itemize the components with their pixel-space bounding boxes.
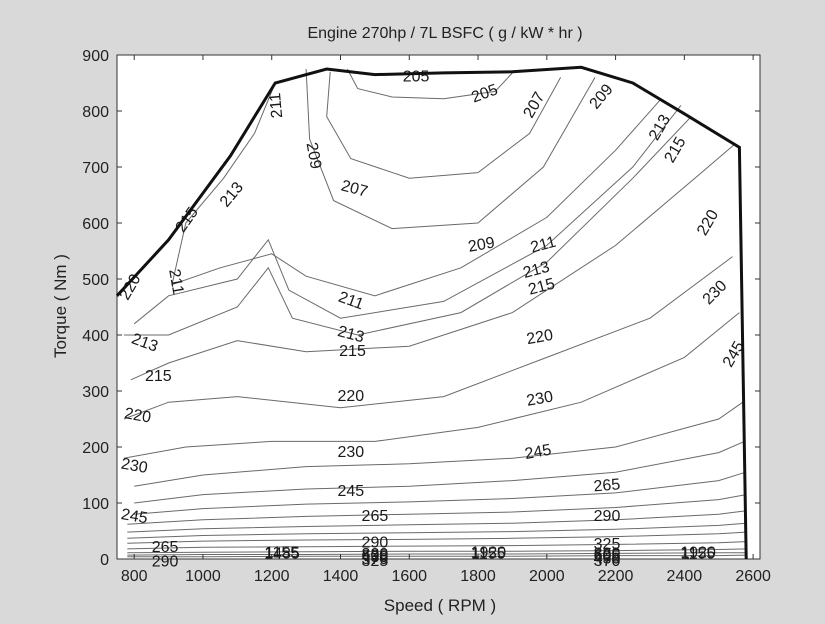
contour-lines	[123, 68, 747, 558]
x-tick-label: 1400	[323, 568, 359, 585]
contour-label: 245	[120, 506, 149, 527]
y-tick-label: 0	[100, 552, 109, 569]
contour-label: 230	[120, 456, 149, 477]
x-tick-label: 1200	[254, 568, 290, 585]
x-tick-label: 1800	[460, 568, 496, 585]
contour-line-213	[133, 105, 682, 325]
contour-label: 605	[362, 548, 389, 565]
contour-label: 605	[594, 547, 621, 564]
contour-label: 220	[525, 327, 554, 348]
contour-label: 430	[594, 551, 621, 568]
contour-label: 209	[467, 234, 496, 255]
contour-line-215	[123, 116, 692, 336]
x-tick-label: 2000	[529, 568, 565, 585]
contour-line-370	[127, 494, 747, 525]
contour-label: 505	[594, 548, 621, 565]
contour-label: 213	[336, 323, 366, 346]
contour-label: 211	[267, 92, 286, 119]
contour-label: 215	[145, 368, 172, 385]
x-tick-label: 1600	[391, 568, 427, 585]
contour-line-1485	[127, 552, 747, 556]
y-tick-label: 900	[82, 48, 109, 65]
y-tick-label: 200	[82, 440, 109, 457]
contour-label: 370	[362, 551, 389, 568]
y-axis-ticks: 0 100 200 300 400 500 600 700 800 900	[82, 48, 760, 569]
x-tick-label: 2200	[598, 568, 634, 585]
contour-label: 820	[594, 545, 621, 562]
contour-label: 207	[339, 177, 369, 200]
contour-label: 290	[152, 554, 179, 571]
contour-label: 230	[337, 444, 364, 461]
contour-line-1155	[127, 548, 747, 554]
contour-line-290	[134, 440, 745, 504]
plot-area	[116, 54, 761, 560]
contour-label: 211	[529, 234, 558, 257]
contour-label: 1485	[264, 545, 300, 562]
contour-line-209	[305, 68, 596, 230]
y-tick-label: 400	[82, 328, 109, 345]
contour-label: 230	[525, 388, 554, 409]
contour-line-325	[134, 471, 746, 515]
contour-label: 215	[339, 343, 366, 360]
contour-label: 1920	[680, 544, 716, 561]
max-torque-curve	[115, 65, 748, 560]
contour-label: 245	[524, 442, 553, 463]
x-axis-ticks: 800 1000 1200 1400 1600 1800 2000 2200 2400 2600	[121, 55, 771, 585]
contour-label: 820	[362, 546, 389, 563]
contour-line-207	[326, 71, 562, 179]
contour-label: 211	[165, 268, 186, 296]
contour-line-1920	[127, 554, 747, 558]
contour-label: 209	[303, 141, 324, 170]
x-tick-label: 2400	[667, 568, 703, 585]
contour-label: 215	[527, 275, 557, 298]
y-axis-label: Torque ( Nm )	[51, 254, 70, 358]
contour-line-220	[130, 144, 735, 381]
contour-label: 325	[362, 553, 389, 570]
contour-label: 265	[152, 539, 179, 556]
contour-label: 1155	[681, 545, 716, 562]
y-tick-label: 600	[82, 216, 109, 233]
contour-label: 1920	[471, 544, 507, 561]
contour-line-505	[127, 522, 747, 539]
y-tick-label: 300	[82, 384, 109, 401]
contour-label: 220	[123, 405, 152, 426]
y-tick-label: 700	[82, 160, 109, 177]
x-tick-label: 800	[121, 568, 148, 585]
contour-label: 325	[594, 536, 621, 553]
contour-label: 245	[337, 483, 364, 500]
x-tick-label: 1000	[185, 568, 221, 585]
y-tick-label: 100	[82, 496, 109, 513]
contour-line-211	[171, 82, 661, 297]
contour-label: 290	[362, 535, 389, 552]
contour-label: 430	[362, 549, 389, 566]
y-tick-label: 800	[82, 104, 109, 121]
contour-label: 265	[593, 476, 621, 495]
contour-label: 205	[403, 69, 430, 86]
contour-line-230	[123, 256, 733, 420]
contour-line-265	[134, 401, 744, 487]
contour-line-430	[127, 510, 747, 533]
chart-title: Engine 270hp / 7L BSFC ( g / kW * hr )	[307, 25, 582, 42]
x-tick-label: 2600	[735, 568, 771, 585]
contour-line-605	[127, 531, 747, 544]
contour-label: 265	[362, 508, 389, 525]
contour-label: 1155	[471, 545, 506, 562]
contour-line-245	[123, 312, 740, 459]
contour-line-205	[346, 68, 513, 100]
contour-label: 290	[594, 508, 621, 525]
contour-label: 370	[594, 553, 621, 570]
contour-line-820	[127, 541, 747, 550]
x-axis-label: Speed ( RPM )	[384, 596, 496, 615]
contour-label: 1155	[265, 544, 300, 561]
contour-label: 220	[337, 388, 364, 405]
contour-label: 213	[521, 259, 551, 282]
y-tick-label: 500	[82, 272, 109, 289]
